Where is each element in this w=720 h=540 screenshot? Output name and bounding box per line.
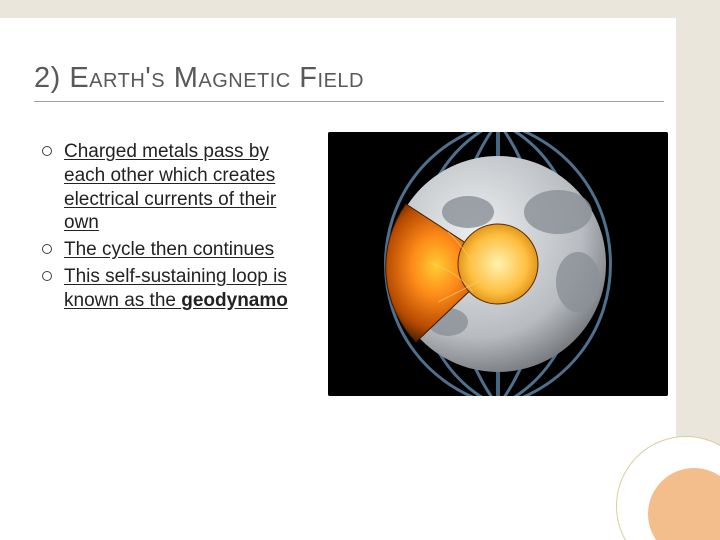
list-item: The cycle then continues xyxy=(42,238,312,262)
top-accent-band xyxy=(0,0,720,18)
list-item: This self-sustaining loop is known as th… xyxy=(42,265,312,313)
bullet-list: Charged metals pass by each other which … xyxy=(42,140,312,315)
bullet-icon xyxy=(42,271,52,281)
slide-title: 2) Earth's Magnetic Field xyxy=(34,62,664,102)
earth-magnetic-field-figure xyxy=(328,132,668,396)
bullet-text-bold: geodynamo xyxy=(181,290,288,311)
bullet-text: The cycle then continues xyxy=(64,238,274,262)
bullet-text: This self-sustaining loop is known as th… xyxy=(64,265,312,313)
bullet-icon xyxy=(42,244,52,254)
bullet-text: Charged metals pass by each other which … xyxy=(64,140,312,235)
list-item: Charged metals pass by each other which … xyxy=(42,140,312,235)
slide: 2) Earth's Magnetic Field Charged metals… xyxy=(0,0,720,540)
earth-cutaway-svg xyxy=(328,132,668,396)
bullet-icon xyxy=(42,146,52,156)
